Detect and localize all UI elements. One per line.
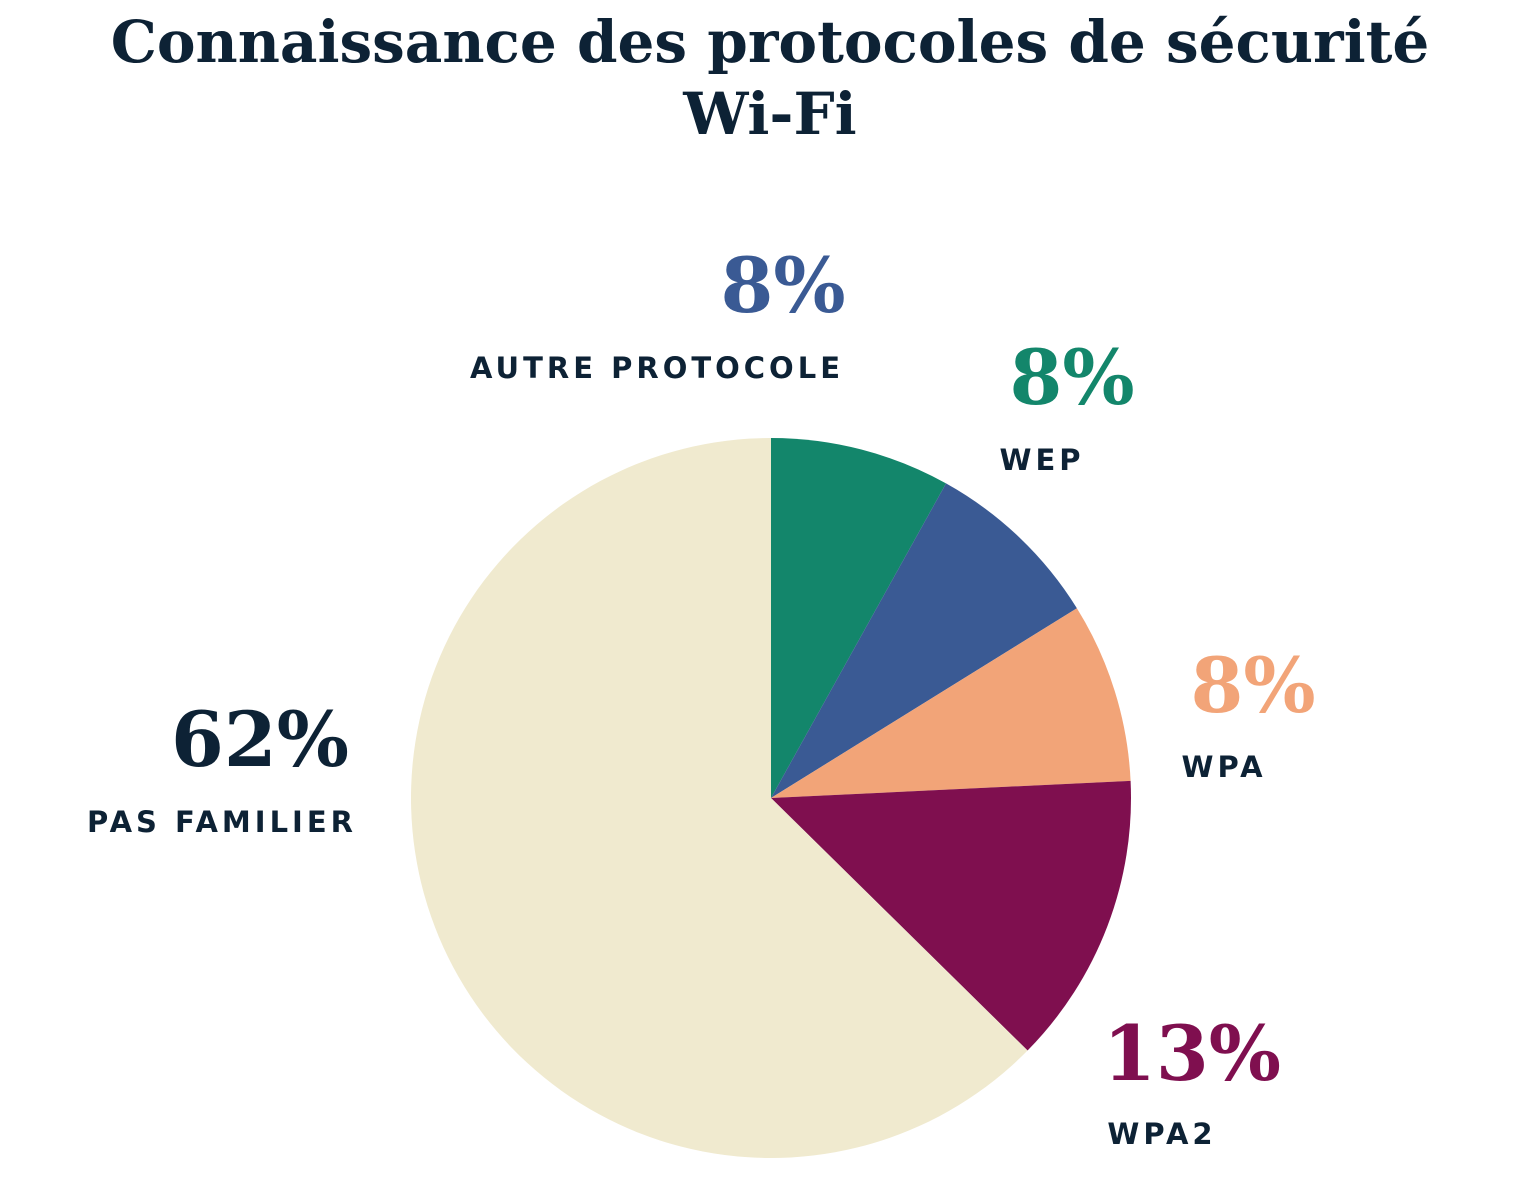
pie-category-label-pas-familier: PAS FAMILIER: [87, 805, 357, 839]
pie-slice-pas-familier: [410, 438, 1028, 1158]
chart-title-line-1: Connaissance des protocoles de sécurité: [110, 8, 1430, 76]
pie-value-label-autre-protocole: 8%: [720, 241, 845, 330]
pie-category-label-wpa2: WPA2: [1107, 1117, 1216, 1151]
pie-value-label-wep: 8%: [1009, 333, 1134, 422]
pie-category-label-wpa: WPA: [1181, 750, 1266, 784]
pie-value-label-wpa2: 13%: [1103, 1009, 1281, 1098]
pie-value-label-wpa: 8%: [1190, 641, 1315, 730]
pie-slice-wpa: [771, 608, 1131, 798]
pie-slice-autre-protocole: [771, 483, 1077, 798]
pie-value-label-pas-familier: 62%: [171, 695, 349, 784]
pie-slice-wep: [771, 438, 947, 798]
chart-title: Connaissance des protocoles de sécurité …: [0, 6, 1540, 150]
pie-slice-wpa2: [771, 780, 1131, 1051]
pie-slices: [410, 438, 1131, 1158]
chart-title-line-2: Wi-Fi: [683, 80, 857, 148]
pie-category-label-wep: WEP: [999, 443, 1084, 477]
pie-category-label-autre-protocole: AUTRE PROTOCOLE: [470, 351, 844, 385]
pie-labels: 8% WEP 8% AUTRE PROTOCOLE 8% WPA 13% WPA2 62% PAS…: [87, 241, 1316, 1151]
